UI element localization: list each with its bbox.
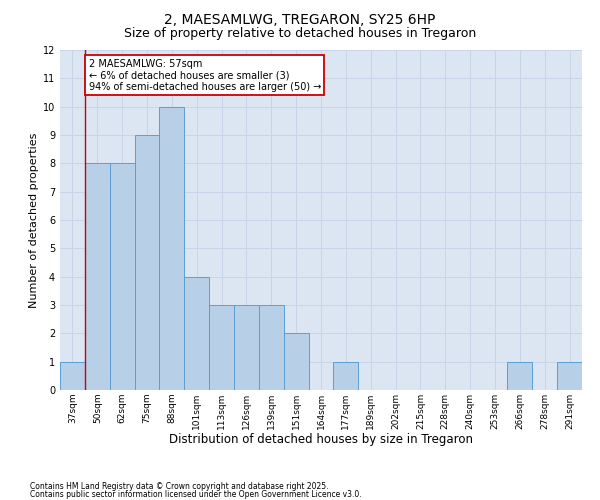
Bar (284, 334, 308, 390)
Bar (60, 362, 85, 390)
Bar (259, 305, 284, 390)
Bar (85, 164, 110, 390)
X-axis label: Distribution of detached houses by size in Tregaron: Distribution of detached houses by size … (169, 434, 473, 446)
Bar (209, 305, 234, 390)
Bar (110, 164, 134, 390)
Y-axis label: Number of detached properties: Number of detached properties (29, 132, 38, 308)
Text: 2 MAESAMLWG: 57sqm
← 6% of detached houses are smaller (3)
94% of semi-detached : 2 MAESAMLWG: 57sqm ← 6% of detached hous… (89, 58, 321, 92)
Text: 2, MAESAMLWG, TREGARON, SY25 6HP: 2, MAESAMLWG, TREGARON, SY25 6HP (164, 12, 436, 26)
Bar (184, 276, 209, 390)
Text: Contains public sector information licensed under the Open Government Licence v3: Contains public sector information licen… (30, 490, 362, 499)
Text: Size of property relative to detached houses in Tregaron: Size of property relative to detached ho… (124, 28, 476, 40)
Bar (134, 135, 160, 390)
Bar (334, 362, 358, 390)
Bar (160, 106, 184, 390)
Text: Contains HM Land Registry data © Crown copyright and database right 2025.: Contains HM Land Registry data © Crown c… (30, 482, 329, 491)
Bar (557, 362, 582, 390)
Bar (508, 362, 532, 390)
Bar (234, 305, 259, 390)
